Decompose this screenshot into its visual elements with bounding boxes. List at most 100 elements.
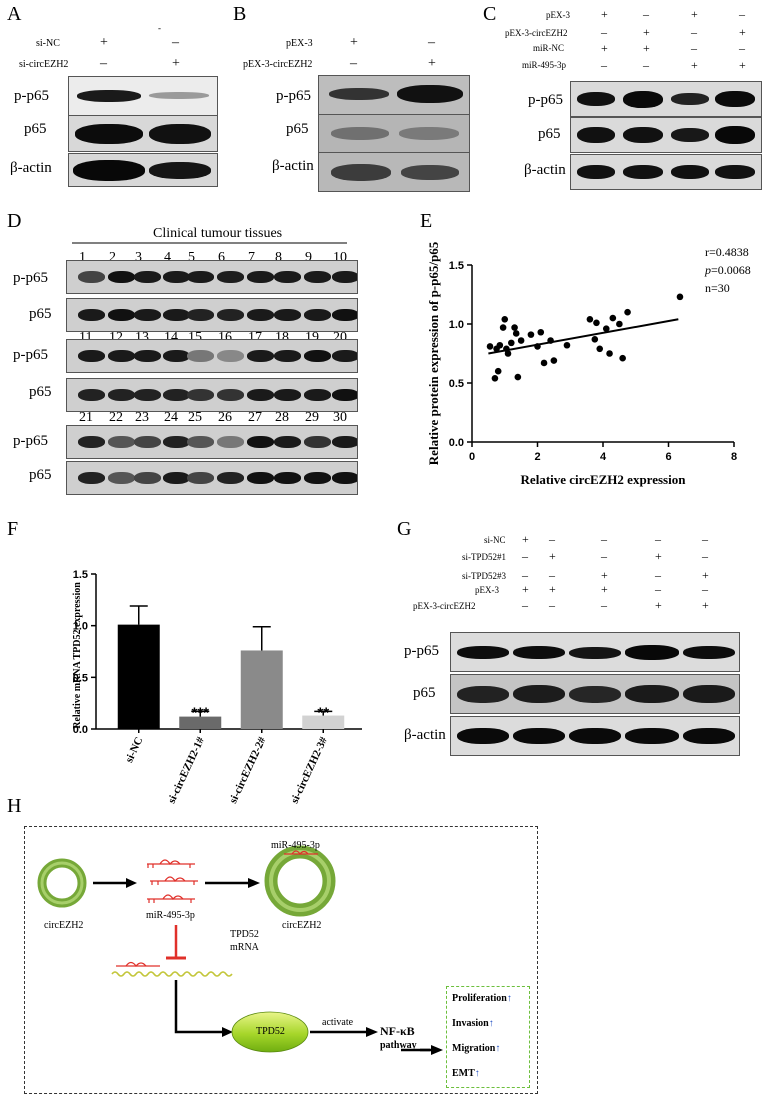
data-point (537, 328, 545, 336)
blot-c-pp65 (570, 81, 762, 117)
data-point (508, 339, 515, 347)
band (401, 165, 459, 180)
clinical-blot (66, 260, 358, 294)
band (671, 165, 709, 179)
band (332, 271, 357, 283)
panel-label-d: D (7, 210, 22, 232)
data-point (676, 293, 684, 301)
band (187, 389, 214, 401)
cond-sign: + (655, 549, 662, 563)
lane-number: 3 (135, 250, 142, 265)
band (331, 127, 389, 140)
lane-number: 23 (135, 410, 149, 425)
data-point (514, 373, 522, 381)
cond-sign: – (702, 549, 708, 563)
cond-sign: – (601, 598, 607, 612)
data-point (501, 315, 509, 323)
data-point (486, 343, 494, 350)
stat-p: p=0.0068 (705, 263, 751, 278)
data-point (606, 350, 613, 357)
blot-b-p65 (318, 114, 470, 154)
x-tick-label: si-circEZH2-3# (289, 735, 330, 806)
clinical-blot (66, 378, 358, 412)
cond-sign: – (739, 7, 745, 21)
data-point (593, 319, 600, 327)
row-label-p-p65: p-p65 (528, 92, 563, 108)
cond-label: pEX-3-circEZH2 (243, 59, 313, 70)
panel-label-f: F (7, 518, 19, 540)
label-tpd52-mrna: TPD52 (230, 929, 259, 940)
cond-sign: – (702, 582, 708, 596)
band (332, 472, 357, 484)
band (274, 271, 301, 283)
band (187, 271, 214, 283)
lane-number: 27 (248, 410, 262, 425)
band (577, 165, 615, 179)
data-point (550, 357, 558, 364)
band (134, 472, 161, 484)
x-tick-label: si-circEZH2-2# (227, 735, 268, 806)
band (623, 165, 663, 179)
band (671, 93, 709, 105)
data-point (504, 350, 512, 357)
data-point (499, 324, 507, 331)
band (457, 686, 509, 703)
row-label-p65: p65 (29, 384, 52, 400)
cond-sign: + (522, 582, 529, 596)
data-point (491, 374, 499, 382)
band (217, 350, 244, 362)
band (683, 685, 735, 703)
cond-sign: – (691, 25, 697, 39)
x-tick-label: 8 (731, 451, 737, 463)
band (187, 350, 214, 362)
band (163, 309, 190, 321)
band (75, 124, 143, 144)
band (569, 647, 621, 659)
band (304, 389, 331, 401)
band (149, 162, 211, 179)
row-label-p-p65: p-p65 (13, 347, 48, 363)
band (715, 165, 755, 179)
cond-sign: + (702, 598, 709, 612)
cond-label: si-TPD52#1 (462, 552, 507, 562)
x-tick-label: 6 (665, 451, 671, 463)
cond-label: si-TPD52#3 (462, 571, 507, 581)
band (149, 92, 209, 99)
lane-number: 4 (164, 250, 171, 265)
band (247, 472, 274, 484)
row-label-p65: p65 (413, 685, 436, 701)
label-mir: miR-495-3p (146, 910, 195, 921)
blot-g-p65 (450, 674, 740, 714)
row-label-p65: p65 (538, 126, 561, 142)
y-tick-label: 1.5 (73, 569, 88, 581)
lane-number: 25 (188, 410, 202, 425)
cond-sign: + (172, 56, 180, 71)
data-point (496, 341, 504, 349)
band (217, 436, 244, 448)
lane-number: 1 (79, 250, 86, 265)
row-label-beta-actin: β-actin (10, 160, 52, 176)
row-label-p-p65: p-p65 (13, 270, 48, 286)
blot-a-actin (68, 153, 218, 187)
row-label-p65: p65 (286, 121, 309, 137)
outcomes-box (446, 986, 530, 1088)
band (577, 92, 615, 106)
bar (117, 624, 160, 729)
row-label-p65: p65 (29, 306, 52, 322)
panel-label-a: A (7, 3, 22, 25)
bar (302, 715, 345, 729)
data-point (596, 345, 604, 353)
band (163, 271, 190, 283)
data-point (503, 345, 510, 353)
cond-sign: – (643, 58, 649, 72)
x-tick-label: si-NC (123, 735, 145, 764)
cond-sign: – (655, 582, 661, 596)
panel-label-e: E (420, 210, 433, 232)
cond-sign: – (549, 598, 555, 612)
band (274, 309, 301, 321)
cond-label: si-NC (484, 535, 506, 545)
cond-sign: + (522, 532, 529, 546)
row-label-p-p65: p-p65 (404, 643, 439, 659)
cond-sign: – (428, 35, 435, 50)
cond-sign: – (702, 532, 708, 546)
